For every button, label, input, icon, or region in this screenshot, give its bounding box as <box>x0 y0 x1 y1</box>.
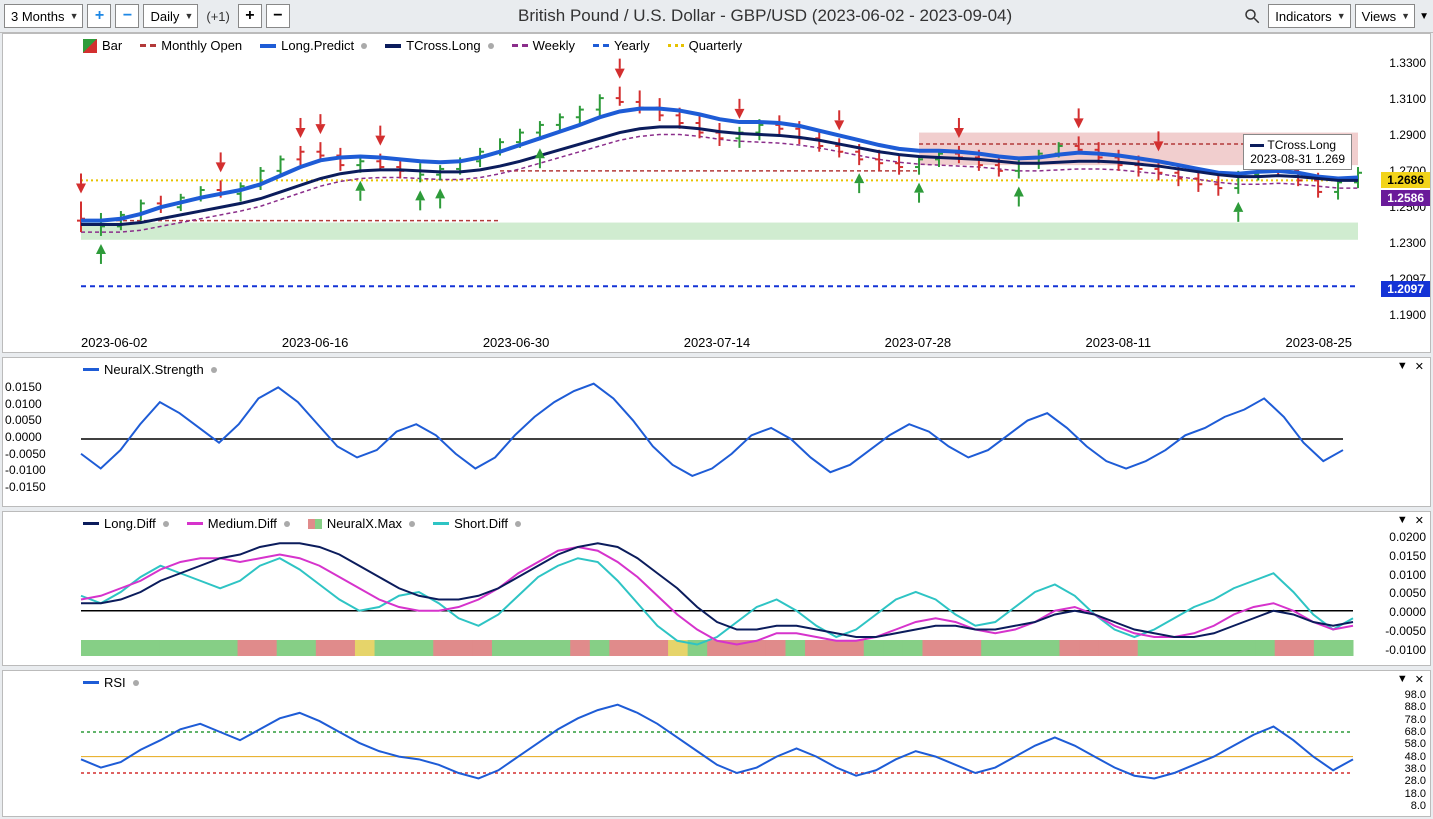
panel2-legend: NeuralX.Strength <box>83 362 217 377</box>
main-price-chart[interactable]: Bar Monthly Open Long.Predict TCross.Lon… <box>2 33 1431 353</box>
offset-minus-button[interactable]: − <box>266 4 290 28</box>
range-minus-button[interactable]: − <box>115 4 139 28</box>
legend-longpredict: Long.Predict <box>260 38 367 53</box>
search-icon[interactable] <box>1240 4 1264 28</box>
settings-dot-icon[interactable] <box>515 521 521 527</box>
quarterly-swatch-icon <box>668 44 684 47</box>
weekly-swatch-icon <box>512 44 528 47</box>
crosshair-tooltip: TCross.Long2023-08-31 1.269 <box>1243 134 1352 170</box>
chart-title: British Pound / U.S. Dollar - GBP/USD (2… <box>294 6 1236 26</box>
toolbar: 3 Months + − Daily (+1) + − British Poun… <box>0 0 1433 33</box>
settings-dot-icon[interactable] <box>284 521 290 527</box>
settings-dot-icon[interactable] <box>133 680 139 686</box>
views-dropdown[interactable]: Views <box>1355 4 1415 28</box>
rsi-panel[interactable]: RSI ▼ ✕ 98.088.078.068.058.048.038.028.0… <box>2 670 1431 817</box>
legend-bar: Bar <box>83 38 122 53</box>
price-tag-current: 1.2686 <box>1381 172 1430 188</box>
settings-dot-icon[interactable] <box>361 43 367 49</box>
indicators-label: Indicators <box>1275 9 1331 24</box>
settings-dot-icon[interactable] <box>211 367 217 373</box>
range-value: 3 Months <box>11 9 64 24</box>
interval-dropdown[interactable]: Daily <box>143 4 198 28</box>
offset-label: (+1) <box>202 9 233 24</box>
panel4-svg <box>3 671 1432 818</box>
price-tag-yearly: 1.2097 <box>1381 281 1430 297</box>
menu-caret-icon[interactable]: ▼ <box>1419 11 1429 22</box>
range-dropdown[interactable]: 3 Months <box>4 4 83 28</box>
main-x-axis: 2023-06-022023-06-162023-06-302023-07-14… <box>81 335 1352 350</box>
line-swatch-icon <box>433 522 449 525</box>
line-swatch-icon <box>83 368 99 371</box>
legend-neuralx-max: NeuralX.Max <box>308 516 415 531</box>
panel3-svg <box>3 512 1432 667</box>
legend-medium-diff: Medium.Diff <box>187 516 290 531</box>
close-icon[interactable]: ✕ <box>1413 360 1426 373</box>
panel3-y-axis: 0.02000.01500.01000.00500.0000-0.0050-0.… <box>1360 512 1430 665</box>
price-tag-weekly: 1.2586 <box>1381 190 1430 206</box>
bar-swatch-icon <box>308 519 322 529</box>
neuralx-strength-panel[interactable]: NeuralX.Strength ▼ ✕ 0.01500.01000.00500… <box>2 357 1431 507</box>
collapse-icon[interactable]: ▼ <box>1395 360 1410 373</box>
legend-monthly: Monthly Open <box>140 38 242 53</box>
line-swatch-icon <box>83 681 99 684</box>
indicators-dropdown[interactable]: Indicators <box>1268 4 1350 28</box>
interval-value: Daily <box>150 9 179 24</box>
settings-dot-icon[interactable] <box>409 521 415 527</box>
legend-weekly: Weekly <box>512 38 575 53</box>
panel2-controls: ▼ ✕ <box>1395 360 1426 373</box>
legend-long-diff: Long.Diff <box>83 516 169 531</box>
line-swatch-icon <box>187 522 203 525</box>
legend-rsi: RSI <box>83 675 139 690</box>
main-chart-svg <box>3 34 1432 354</box>
panel2-y-axis: 0.01500.01000.00500.0000-0.0050-0.0100-0… <box>3 358 73 506</box>
legend-short-diff: Short.Diff <box>433 516 521 531</box>
range-plus-button[interactable]: + <box>87 4 111 28</box>
legend-tcross: TCross.Long <box>385 38 493 53</box>
views-label: Views <box>1362 9 1396 24</box>
yearly-swatch-icon <box>593 44 609 47</box>
panel4-legend: RSI <box>83 675 139 690</box>
legend-quarterly: Quarterly <box>668 38 742 53</box>
diff-panel[interactable]: Long.Diff Medium.Diff NeuralX.Max Short.… <box>2 511 1431 666</box>
longpredict-swatch-icon <box>260 44 276 48</box>
main-legend: Bar Monthly Open Long.Predict TCross.Lon… <box>83 38 742 53</box>
legend-yearly: Yearly <box>593 38 650 53</box>
settings-dot-icon[interactable] <box>488 43 494 49</box>
offset-plus-button[interactable]: + <box>238 4 262 28</box>
tcross-swatch-icon <box>385 44 401 48</box>
legend-neuralx-strength: NeuralX.Strength <box>83 362 217 377</box>
bar-swatch-icon <box>83 39 97 53</box>
monthly-swatch-icon <box>140 44 156 47</box>
panel3-legend: Long.Diff Medium.Diff NeuralX.Max Short.… <box>83 516 521 531</box>
right-tools: Indicators Views ▼ <box>1268 4 1429 28</box>
settings-dot-icon[interactable] <box>163 521 169 527</box>
line-swatch-icon <box>83 522 99 525</box>
panel4-y-axis: 98.088.078.068.058.048.038.028.018.08.0 <box>1360 671 1430 816</box>
panel2-svg <box>3 358 1432 508</box>
